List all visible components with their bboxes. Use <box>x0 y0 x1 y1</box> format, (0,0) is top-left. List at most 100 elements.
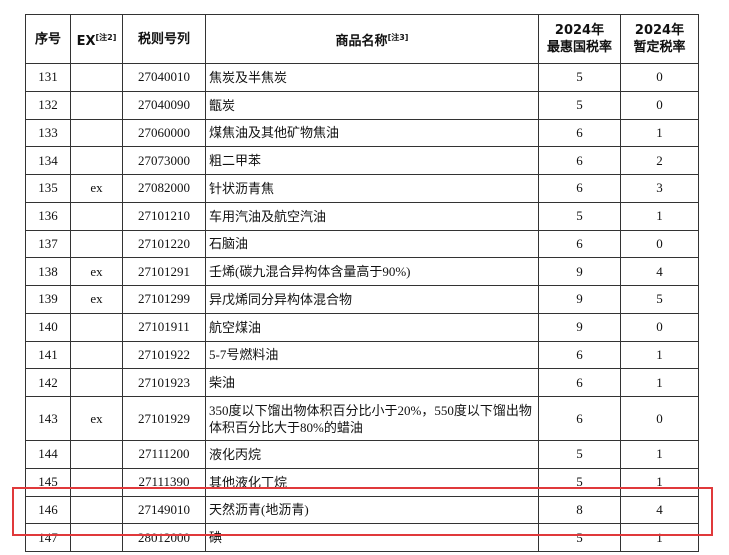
header-cell: EX[注2] <box>70 14 123 64</box>
table-row: 139 ex 27101299 异戊烯同分异构体混合物 9 5 <box>25 285 699 314</box>
product-name: 碘 <box>205 523 539 552</box>
mfn-rate: 8 <box>538 495 621 525</box>
mfn-rate: 5 <box>538 63 621 92</box>
table-row: 142 27101923 柴油 6 1 <box>25 368 699 397</box>
ex-flag <box>70 312 123 342</box>
tariff-code: 27073000 <box>122 146 206 175</box>
tariff-code: 28012000 <box>122 523 206 552</box>
ex-flag: ex <box>70 257 123 286</box>
tariff-code: 27101210 <box>122 201 206 231</box>
mfn-rate: 5 <box>538 440 621 469</box>
header-cell: 2024年最惠国税率 <box>538 14 621 64</box>
mfn-rate: 5 <box>538 201 621 231</box>
header-text: EX <box>76 33 96 49</box>
mfn-rate: 9 <box>538 312 621 342</box>
row-number: 137 <box>25 229 71 259</box>
row-number: 142 <box>25 368 71 397</box>
header-text: 最惠国税率 <box>546 40 612 55</box>
product-name: 焦炭及半焦炭 <box>205 63 539 92</box>
table-row: 144 27111200 液化丙烷 5 1 <box>25 440 699 469</box>
provisional-rate: 3 <box>620 174 699 203</box>
table-row: 147 28012000 碘 5 1 <box>25 523 699 552</box>
provisional-rate: 1 <box>620 523 699 552</box>
product-name: 其他液化丁烷 <box>205 467 539 497</box>
header-note: [注2] <box>95 32 117 42</box>
ex-flag <box>70 90 123 120</box>
row-number: 136 <box>25 201 71 231</box>
ex-flag: ex <box>70 396 123 441</box>
ex-flag <box>70 118 123 148</box>
row-number: 144 <box>25 440 71 469</box>
product-name: 天然沥青(地沥青) <box>205 495 539 525</box>
tariff-code: 27101923 <box>122 368 206 397</box>
product-name: 壬烯(碳九混合异构体含量高于90%) <box>205 257 539 286</box>
provisional-rate: 1 <box>620 340 699 370</box>
product-name: 粗二甲苯 <box>205 146 539 175</box>
header-cell: 2024年 暂定税率 <box>620 14 699 64</box>
provisional-rate: 0 <box>620 90 699 120</box>
tariff-code: 27040090 <box>122 90 206 120</box>
tariff-code: 27111200 <box>122 440 206 469</box>
table-row: 136 27101210 车用汽油及航空汽油 5 1 <box>25 201 699 231</box>
tariff-code: 27101929 <box>122 396 206 441</box>
provisional-rate: 1 <box>620 440 699 469</box>
row-number: 143 <box>25 396 71 441</box>
mfn-rate: 6 <box>538 340 621 370</box>
mfn-rate: 6 <box>538 146 621 175</box>
tariff-code: 27101220 <box>122 229 206 259</box>
provisional-rate: 1 <box>620 368 699 397</box>
row-number: 138 <box>25 257 71 286</box>
ex-flag <box>70 523 123 552</box>
row-number: 141 <box>25 340 71 370</box>
mfn-rate: 5 <box>538 90 621 120</box>
row-number: 147 <box>25 523 71 552</box>
ex-flag <box>70 440 123 469</box>
ex-flag <box>70 368 123 397</box>
header-text: 税则号列 <box>137 31 190 47</box>
row-number: 140 <box>25 312 71 342</box>
table-row: 146 27149010 天然沥青(地沥青) 8 4 <box>25 495 699 525</box>
row-number: 135 <box>25 174 71 203</box>
header-cell: 商品名称[注3] <box>205 14 539 64</box>
mfn-rate: 5 <box>538 523 621 552</box>
tariff-code: 27040010 <box>122 63 206 92</box>
header-text: 2024年 <box>554 23 605 38</box>
header-row: 序号 EX[注2] 税则号列 商品名称[注3] 2024年最惠国税率 2024年… <box>25 14 699 64</box>
product-name: 甑炭 <box>205 90 539 120</box>
row-number: 134 <box>25 146 71 175</box>
highlight-box <box>12 487 713 536</box>
product-name: 煤焦油及其他矿物焦油 <box>205 118 539 148</box>
ex-flag: ex <box>70 285 123 314</box>
table-row: 141 27101922 5-7号燃料油 6 1 <box>25 340 699 370</box>
product-name: 5-7号燃料油 <box>205 340 539 370</box>
provisional-rate: 0 <box>620 63 699 92</box>
tariff-code: 27101911 <box>122 312 206 342</box>
ex-flag <box>70 201 123 231</box>
header-text: 商品名称 <box>335 33 388 49</box>
ex-flag <box>70 495 123 525</box>
header-text: 序号 <box>34 31 61 47</box>
ex-flag: ex <box>70 174 123 203</box>
tariff-code: 27101922 <box>122 340 206 370</box>
provisional-rate: 1 <box>620 118 699 148</box>
product-name: 针状沥青焦 <box>205 174 539 203</box>
tariff-code: 27082000 <box>122 174 206 203</box>
tariff-code: 27060000 <box>122 118 206 148</box>
table-body: 131 27040010 焦炭及半焦炭 5 0 132 27040090 甑炭 5 0 133 270… <box>25 63 699 552</box>
mfn-rate: 6 <box>538 368 621 397</box>
tariff-code: 27149010 <box>122 495 206 525</box>
row-number: 139 <box>25 285 71 314</box>
header-cell: 序号 <box>25 14 71 64</box>
product-name: 异戊烯同分异构体混合物 <box>205 285 539 314</box>
mfn-rate: 6 <box>538 118 621 148</box>
header-note: [注3] <box>387 32 409 42</box>
row-number: 131 <box>25 63 71 92</box>
product-name: 柴油 <box>205 368 539 397</box>
provisional-rate: 4 <box>620 257 699 286</box>
mfn-rate: 9 <box>538 257 621 286</box>
mfn-rate: 6 <box>538 229 621 259</box>
row-number: 132 <box>25 90 71 120</box>
mfn-rate: 6 <box>538 396 621 441</box>
tariff-code: 27101291 <box>122 257 206 286</box>
